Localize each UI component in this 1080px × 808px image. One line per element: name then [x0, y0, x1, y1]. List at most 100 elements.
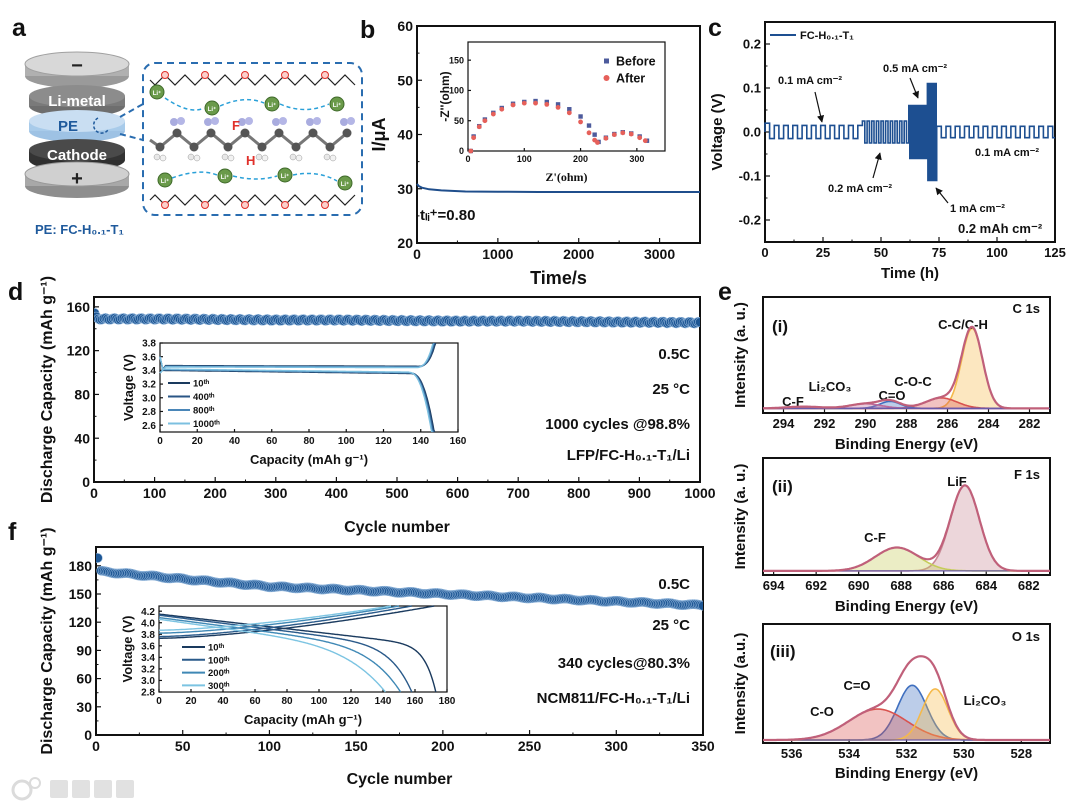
x-tick-label: 160 — [407, 696, 424, 707]
x-tick-label: 300 — [605, 738, 629, 754]
y-tick-label: 2.8 — [141, 688, 155, 699]
condition-label: 340 cycles@80.3% — [558, 655, 690, 672]
current-density-label: 1 mA cm⁻² — [950, 203, 1005, 215]
x-tick-label: 692 — [805, 578, 827, 593]
hydrogen-atom — [227, 154, 235, 162]
capacity-series — [94, 308, 700, 329]
legend-label: 400ᵗʰ — [193, 392, 215, 403]
x-tick-label: 120 — [375, 436, 392, 447]
data-point-before — [555, 102, 561, 107]
x-tick-label: 200 — [204, 485, 228, 501]
x-tick-label: 688 — [890, 578, 912, 593]
x-tick-label: 150 — [344, 738, 368, 754]
legend-label: 1000ᵗʰ — [193, 419, 220, 430]
y-tick-label: 90 — [76, 642, 92, 658]
x-tick-label: 200 — [573, 154, 588, 164]
condition-label: NCM811/FC-H₀.₁-T₁/Li — [537, 690, 690, 707]
y-tick-label: 40 — [74, 430, 90, 446]
data-point — [695, 317, 700, 328]
oxygen-atom — [321, 71, 329, 79]
y-axis-title: Voltage (V) — [121, 354, 136, 421]
data-point-after — [611, 132, 617, 138]
x-tick-label: 60 — [249, 696, 261, 707]
x-tick-label: 0 — [90, 485, 98, 501]
charge-curve — [159, 605, 435, 639]
li-ion-icon — [277, 167, 293, 183]
li-ion-label: Li⁺ — [341, 181, 350, 188]
current-line — [416, 183, 700, 193]
plot-frame — [762, 457, 1051, 576]
legend-label: 100ᵗʰ — [208, 655, 230, 666]
component-fill — [763, 328, 1049, 409]
peak-label: C-C/C-H — [938, 317, 988, 332]
legend-label: 200ᵗʰ — [208, 668, 230, 679]
panel-label-a: a — [12, 14, 27, 42]
fluorine-atom — [177, 117, 185, 125]
carbon-atom — [274, 128, 284, 138]
polymer-backbone — [149, 194, 356, 206]
charts: 0 1000 2000 30002030405060Time/sI/μAtₗᵢ⁺=0.… — [39, 18, 1066, 788]
y-tick-label: -0.2 — [739, 213, 761, 228]
x-tick-label: 600 — [446, 485, 470, 501]
current-density-label: 0.2 mAh cm⁻² — [958, 221, 1043, 236]
x-tick-label: 500 — [385, 485, 409, 501]
x-tick-label: 140 — [375, 696, 392, 707]
x-tick-label: 100 — [338, 436, 355, 447]
data-point-after — [490, 111, 496, 117]
coin-cap-negative: − — [24, 51, 130, 88]
subpanel-label: (iii) — [770, 642, 796, 661]
condition-label: 0.5C — [658, 346, 690, 363]
component-fill — [763, 547, 1050, 571]
hydrogen-atom — [221, 153, 229, 161]
y-tick-label: 3.4 — [141, 653, 155, 664]
current-density-label: 0.2 mA cm⁻² — [828, 183, 892, 195]
charge-curve — [159, 605, 412, 638]
peak-label: C-O — [810, 704, 834, 719]
panel-label-f: f — [8, 518, 17, 546]
y-axis-title: Intensity (a. u.) — [732, 464, 749, 570]
x-tick-label: 20 — [192, 436, 204, 447]
subpanel-label: (ii) — [772, 477, 793, 496]
legend-label: 10ᵗʰ — [193, 379, 210, 390]
legend-label: 10ᵗʰ — [208, 643, 225, 654]
carbon-atom — [240, 128, 250, 138]
pe-label: PE — [58, 118, 78, 135]
panel-label-d: d — [8, 278, 23, 306]
polymer-backbone — [149, 74, 356, 86]
x-tick-label: 0 — [156, 696, 162, 707]
panel-label-e: e — [718, 278, 732, 306]
data-point-after — [642, 138, 648, 144]
x-tick-label: 100 — [143, 485, 167, 501]
discharge-curve — [159, 356, 433, 433]
annotation-arrow — [872, 152, 882, 179]
legend-label: FC-H₀.₁-T₁ — [800, 30, 854, 42]
legend-label: After — [616, 72, 645, 86]
oxygen-atom — [201, 71, 209, 79]
component-fill — [763, 709, 1050, 740]
voltage-profile-line — [764, 82, 1055, 182]
li-ion-icon — [149, 84, 165, 100]
x-tick-label: 160 — [450, 436, 467, 447]
hydrogen-atom — [193, 154, 201, 162]
carbon-atom — [308, 128, 318, 138]
chart-e-ii: 694 692 690 688 686 684 682 Binding Energy (eV)… — [732, 457, 1051, 615]
data-point-after — [586, 130, 592, 136]
data-point — [96, 553, 103, 563]
annotation-arrow — [814, 91, 825, 123]
hydrogen-atom — [159, 154, 167, 162]
core-level-label: C 1s — [1013, 301, 1040, 316]
x-tick-label: 282 — [1019, 416, 1041, 431]
data-point-after — [578, 119, 583, 125]
hydrogen-atom — [187, 153, 195, 161]
peak-label: C=O — [843, 678, 870, 693]
subpanel-label: (i) — [772, 317, 788, 336]
y-tick-label: 2.8 — [142, 407, 156, 418]
y-tick-label: 4.0 — [141, 618, 155, 629]
oxygen-atom — [161, 71, 169, 79]
current-density-label: 0.1 mA cm⁻² — [975, 147, 1039, 159]
li-ion-icon — [329, 96, 345, 112]
x-tick-label: 292 — [814, 416, 836, 431]
x-tick-label: 694 — [763, 578, 785, 593]
x-tick-label: 100 — [986, 245, 1008, 260]
carbon-atom — [325, 142, 335, 152]
